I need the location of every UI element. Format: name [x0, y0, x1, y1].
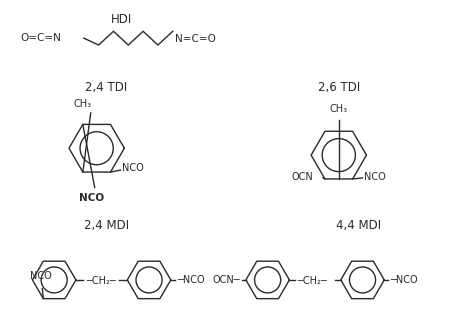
- Text: OCN─: OCN─: [212, 275, 240, 285]
- Text: 2,4 TDI: 2,4 TDI: [85, 81, 128, 94]
- Text: ─NCO: ─NCO: [390, 275, 418, 285]
- Text: O=C=N: O=C=N: [20, 33, 62, 43]
- Text: 2,4 MDI: 2,4 MDI: [84, 219, 129, 232]
- Text: CH₃: CH₃: [330, 104, 348, 114]
- Text: NCO: NCO: [30, 271, 52, 281]
- Text: 2,6 TDI: 2,6 TDI: [318, 81, 360, 94]
- Text: ─CH₂─: ─CH₂─: [297, 276, 327, 286]
- Text: OCN: OCN: [292, 172, 313, 182]
- Text: NCO: NCO: [122, 163, 144, 173]
- Text: NCO: NCO: [79, 193, 104, 203]
- Text: HDI: HDI: [111, 13, 132, 26]
- Text: NCO: NCO: [365, 172, 386, 182]
- Text: N=C=O: N=C=O: [175, 34, 216, 44]
- Text: 4,4 MDI: 4,4 MDI: [336, 219, 381, 232]
- Text: ─NCO: ─NCO: [177, 275, 204, 285]
- Text: CH₃: CH₃: [74, 99, 92, 109]
- Text: ─CH₂─: ─CH₂─: [86, 276, 116, 286]
